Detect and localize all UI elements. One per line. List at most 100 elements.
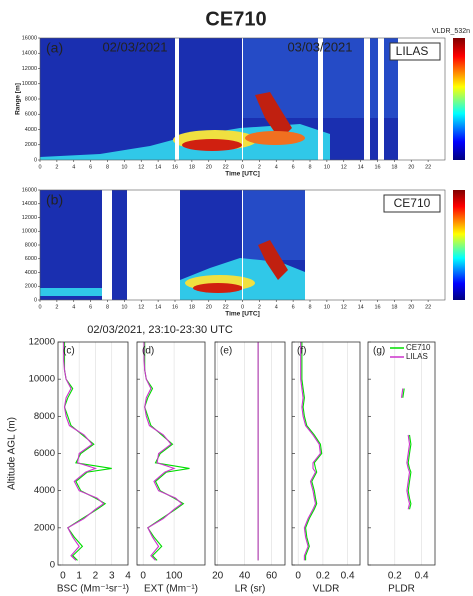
x-tick-label: 0 [38,164,41,170]
frame [367,341,436,566]
x-tick-label: 8 [308,304,311,310]
y-tick-label: 10000 [22,229,37,235]
profile-line [144,342,190,561]
gap [175,38,179,160]
panel-label: (d) [142,346,154,357]
x-tick-label: 0.2 [316,571,330,582]
x-tick-label: 22 [223,304,229,310]
x-tick-label: 6 [89,304,92,310]
heatmap-bg [112,190,127,300]
x-tick-label: 2 [93,571,99,582]
x-tick-label: 8 [308,164,311,170]
x-tick-label: 10 [324,164,330,170]
x-tick-label: 12 [341,164,347,170]
x-tick-label: 14 [155,164,161,170]
x-tick-label: 0 [140,571,146,582]
y-tick-label: 4000 [25,127,37,133]
y-tick-label: 6000 [34,448,55,459]
x-tick-label: 12 [138,304,144,310]
y-tick-label: 0 [34,157,37,163]
day-label: 03/03/2021 [287,39,352,54]
y-tick-label: 0 [50,560,55,571]
profile-line [63,342,112,561]
y-tick-label: 2000 [25,284,37,290]
y-tick-label: 16000 [22,187,37,193]
x-tick-label: 6 [292,164,295,170]
heatmap-a [39,37,465,161]
station-box [389,42,441,61]
profile-line [63,342,105,561]
frame [214,341,286,566]
heatmap-layer [258,240,288,280]
x-tick-label: 20 [408,304,414,310]
x-tick-label: 18 [391,164,397,170]
x-tick-label: 8 [106,164,109,170]
x-tick-label: 10 [121,164,127,170]
x-tick-label: 60 [266,571,278,582]
x-axis-label: BSC (Mm⁻¹sr⁻¹) [57,584,129,595]
colorbar [453,190,465,300]
x-tick-label: 20 [206,164,212,170]
profile-line [143,342,183,561]
legend-label: LILAS [406,352,428,361]
x-tick-label: 10 [324,304,330,310]
x-tick-label: 16 [374,164,380,170]
x-tick-label: 4 [275,304,278,310]
profile-line [402,388,412,510]
y-tick-label: 10000 [22,81,37,87]
y-tick-label: 10000 [29,374,55,385]
y-tick-label: 12000 [22,66,37,72]
panel-label: (e) [220,346,232,357]
profile-title: 02/03/2021, 23:10-23:30 UTC [87,324,233,336]
panel-label: (c) [63,346,75,357]
heatmap-layer [193,283,243,293]
x-tick-label: 12 [341,304,347,310]
x-tick-label: 40 [239,571,251,582]
x-tick-label: 0 [60,571,66,582]
panel-label: (f) [297,346,306,357]
y-tick-label: 14000 [22,51,37,57]
x-tick-label: 16 [374,304,380,310]
x-tick-label: 6 [292,304,295,310]
x-tick-label: 4 [72,304,75,310]
x-tick-label: 0 [241,304,244,310]
station-box [383,194,441,213]
x-tick-label: 22 [223,164,229,170]
gap [378,38,384,160]
y-tick-label: 4000 [25,270,37,276]
panel-label: (a) [46,40,63,56]
y-axis-label: Range [m] [15,83,22,115]
frame [57,341,129,566]
x-tick-label: 18 [391,304,397,310]
y-tick-label: 0 [34,297,37,303]
y-tick-label: 14000 [22,201,37,207]
x-tick-label: 18 [189,304,195,310]
x-tick-label: 2 [55,304,58,310]
panel-label: (b) [46,192,63,208]
day-label: 02/03/2021 [102,39,167,54]
y-tick-label: 6000 [25,112,37,118]
y-axis-label: Altitude AGL (m) [7,417,18,490]
x-axis-label: PLDR [388,584,415,595]
x-tick-label: 0 [295,571,301,582]
x-tick-label: 2 [258,304,261,310]
x-tick-label: 3 [109,571,115,582]
frame [291,341,361,566]
y-tick-label: 12000 [22,215,37,221]
heatmap-layer [40,288,102,296]
x-tick-label: 6 [89,164,92,170]
gap [364,38,370,160]
x-tick-label: 1 [76,571,82,582]
gap [242,38,243,160]
figure-title: CE710 [205,8,266,30]
x-tick-label: 16 [172,164,178,170]
x-axis-label: EXT (Mm⁻¹) [144,584,198,595]
heatmap-layer [245,131,305,145]
x-tick-label: 4 [72,164,75,170]
legend-label: CE710 [406,343,431,352]
x-tick-label: 2 [55,164,58,170]
x-tick-label: 0 [38,304,41,310]
heatmap-bg [40,190,102,300]
heatmap-b [39,189,465,301]
x-tick-label: 0.4 [341,571,355,582]
